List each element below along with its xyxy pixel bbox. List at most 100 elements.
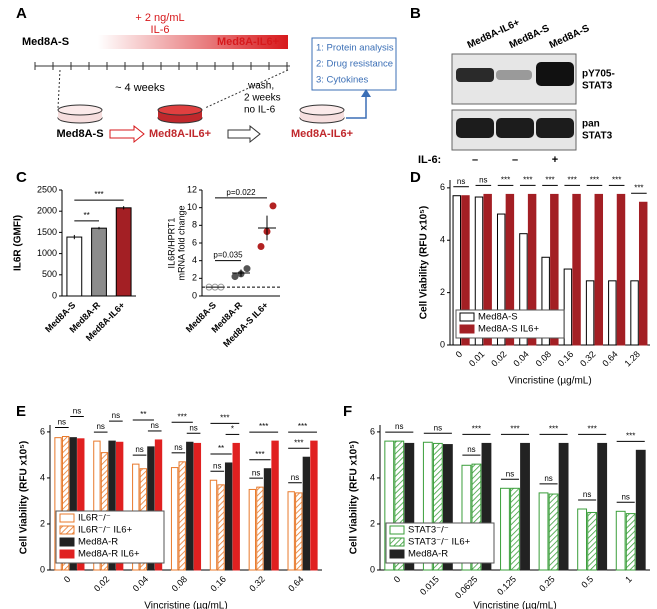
y-tick-label: 2500 <box>37 184 57 194</box>
significance-label: *** <box>612 176 621 185</box>
legend-label: Med8A-S IL6+ <box>478 324 539 335</box>
bar <box>91 227 107 297</box>
bar <box>635 449 646 571</box>
band-label: pan <box>582 119 600 130</box>
flow-label: Med8A-S <box>56 128 103 140</box>
significance-label: ns <box>213 461 221 470</box>
significance-label: p=0.022 <box>226 188 256 197</box>
dish <box>157 104 203 124</box>
bar <box>630 280 639 346</box>
bar <box>54 437 62 571</box>
analysis-item: 3: Cytokines <box>316 75 369 86</box>
x-tick-label: 0.04 <box>511 349 530 368</box>
bar <box>587 511 598 571</box>
x-tick-label: 1.28 <box>623 349 642 368</box>
bar <box>442 444 453 571</box>
bar <box>115 207 132 297</box>
x-tick-label: 1 <box>623 574 634 585</box>
flow-label: Med8A-IL6+ <box>291 128 353 140</box>
panel-letter: C <box>16 169 27 186</box>
legend-label: STAT3⁻/⁻ IL6+ <box>408 537 471 548</box>
wash-label: no IL-6 <box>244 105 276 116</box>
bar <box>550 193 559 346</box>
arrow <box>346 96 367 119</box>
y-tick-label: 2000 <box>37 206 57 216</box>
bar <box>500 487 510 571</box>
bar <box>271 440 279 571</box>
diagram: Med8A-S + 2 ng/mL IL-6 Med8A-IL6+ ~ 4 we… <box>22 12 397 144</box>
y-tick-label: 4 <box>440 235 445 245</box>
y-tick-label: 2 <box>370 518 375 528</box>
legend-swatch <box>59 549 75 559</box>
y-tick-label: 1500 <box>37 227 57 237</box>
significance-label: *** <box>549 425 558 434</box>
il6-sign: + <box>552 154 558 166</box>
bar <box>608 280 617 346</box>
significance-label: ns <box>112 411 120 420</box>
legend-label: Med8A-R IL6+ <box>78 549 140 560</box>
duration: ~ 4 weeks <box>115 82 165 94</box>
legend-swatch <box>59 537 75 547</box>
x-tick-label: 0.02 <box>92 574 111 593</box>
data-point <box>231 273 239 281</box>
bar <box>483 193 492 346</box>
significance-label: ns <box>467 445 475 454</box>
blot-band <box>536 118 574 138</box>
bar <box>558 442 569 571</box>
legend-label: IL6R⁻/⁻ <box>78 513 111 524</box>
bar <box>404 442 415 571</box>
band-label: pY705- <box>582 69 615 80</box>
legend-swatch <box>389 525 405 535</box>
analysis-box <box>311 37 397 91</box>
bar <box>178 461 186 571</box>
il6-sign: – <box>512 154 518 166</box>
y-axis-label: mRNA fold change <box>176 205 186 280</box>
bar <box>61 436 70 571</box>
bar <box>310 440 318 571</box>
bar <box>154 439 163 571</box>
arrow <box>109 124 145 144</box>
x-tick-label: 0.64 <box>600 349 619 368</box>
start-label: Med8A-S <box>22 36 69 48</box>
y-axis-label: Cell Viability (RFU x10⁵) <box>349 441 360 554</box>
x-tick-label: 0.0625 <box>453 574 480 601</box>
blot-band <box>456 118 494 138</box>
significance-label: ** <box>218 444 224 453</box>
bar <box>69 437 77 571</box>
significance-label: * <box>231 425 234 434</box>
significance-label: ns <box>189 423 197 432</box>
x-tick-label: 0.02 <box>489 349 508 368</box>
significance-label: ns <box>174 443 182 452</box>
bar <box>422 441 433 571</box>
bar <box>527 193 537 346</box>
y-tick-label: 2 <box>40 518 45 528</box>
bar <box>384 440 395 571</box>
significance-label: *** <box>94 190 103 199</box>
significance-label: ns <box>252 468 260 477</box>
significance-label: ns <box>434 423 442 432</box>
significance-label: ns <box>73 407 81 416</box>
y-tick-label: 0 <box>192 290 197 300</box>
significance-label: ** <box>140 410 146 419</box>
significance-label: *** <box>259 422 268 431</box>
significance-label: ns <box>479 176 487 185</box>
x-tick-label: 0.08 <box>534 349 553 368</box>
blot-band <box>456 68 494 82</box>
panel-letter: B <box>410 5 421 22</box>
bar <box>461 464 472 571</box>
bar <box>505 193 515 346</box>
significance-label: ns <box>135 445 143 454</box>
significance-label: ** <box>84 211 90 220</box>
y-tick-label: 12 <box>187 184 197 194</box>
data-point <box>243 265 251 273</box>
flow-label: Med8A-IL6+ <box>149 128 211 140</box>
legend-swatch <box>389 537 405 547</box>
bar <box>256 486 264 571</box>
y-tick-label: 0 <box>370 564 375 574</box>
bar <box>519 233 528 346</box>
bar <box>585 280 595 346</box>
bar <box>577 508 588 571</box>
bar <box>248 488 257 571</box>
band-label: STAT3 <box>582 81 613 92</box>
analysis-item: 1: Protein analysis <box>316 43 394 54</box>
